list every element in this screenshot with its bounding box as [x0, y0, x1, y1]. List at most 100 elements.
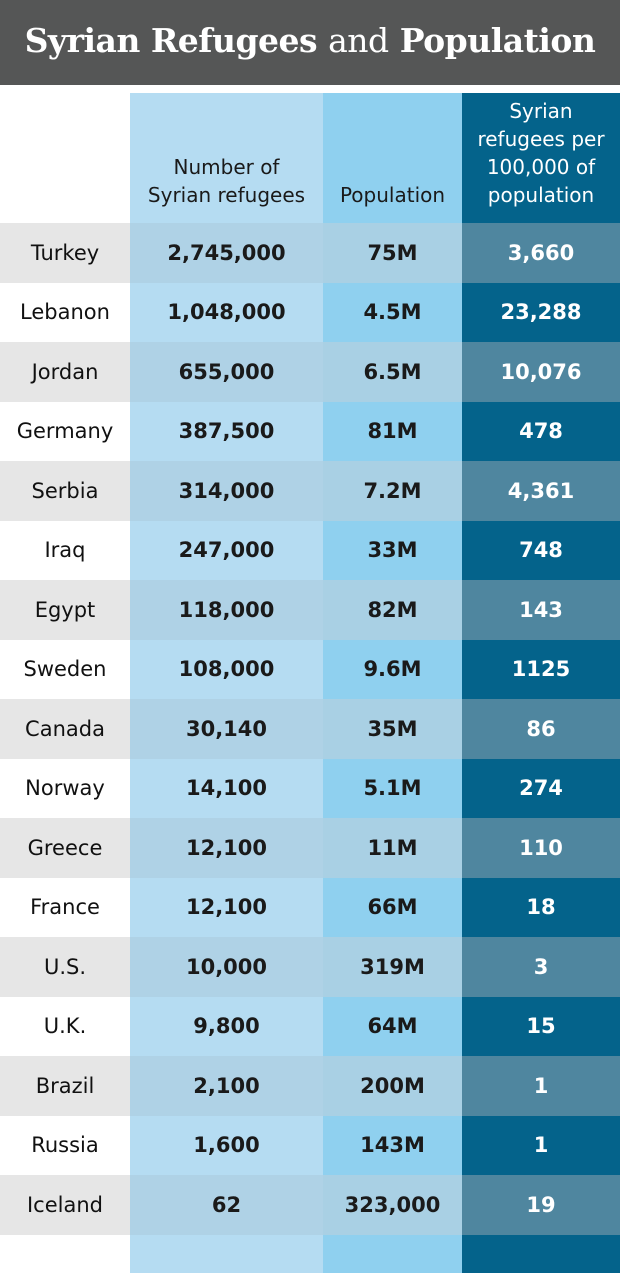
refugees-cell: 2,100	[130, 1056, 323, 1116]
header-refugees-line-1: Number of	[173, 155, 280, 179]
table-row: Germany 387,500 81M 478	[0, 401, 620, 461]
refugees-cell: 655,000	[130, 342, 323, 402]
rate-cell: 748	[462, 520, 620, 580]
rate-cell: 110	[462, 818, 620, 878]
population-cell: 319M	[323, 937, 462, 997]
header-country	[0, 93, 130, 223]
table-row: Lebanon 1,048,000 4.5M 23,288	[0, 282, 620, 342]
population-cell: 143M	[323, 1115, 462, 1175]
population-cell: 200M	[323, 1056, 462, 1116]
refugees-cell: 314,000	[130, 461, 323, 521]
table-row: Sweden 108,000 9.6M 1125	[0, 639, 620, 699]
header-rate-line-2: refugees per	[477, 127, 605, 151]
rate-cell: 19	[462, 1175, 620, 1235]
population-cell: 5.1M	[323, 758, 462, 818]
title-part-3: Population	[399, 21, 596, 60]
population-cell: 7.2M	[323, 461, 462, 521]
refugees-cell: 9,800	[130, 996, 323, 1056]
population-cell: 35M	[323, 699, 462, 759]
refugees-cell: 247,000	[130, 520, 323, 580]
rate-cell: 23,288	[462, 282, 620, 342]
refugees-cell: 1,600	[130, 1115, 323, 1175]
title-part-1: Syrian Refugees	[24, 21, 318, 60]
table-row: Serbia 314,000 7.2M 4,361	[0, 461, 620, 521]
rate-cell: 1	[462, 1056, 620, 1116]
population-cell: 11M	[323, 818, 462, 878]
population-cell: 75M	[323, 223, 462, 283]
title-bar: Syrian Refugees and Population	[0, 0, 620, 85]
population-cell: 64M	[323, 996, 462, 1056]
population-cell: 6.5M	[323, 342, 462, 402]
population-cell: 66M	[323, 877, 462, 937]
header-refugees-line-2: Syrian refugees	[147, 183, 306, 207]
population-cell: 33M	[323, 520, 462, 580]
header-rate-line-3: 100,000 of	[486, 155, 596, 179]
country-cell: Greece	[0, 818, 130, 878]
country-cell: Norway	[0, 758, 130, 818]
rate-cell: 143	[462, 580, 620, 640]
population-cell: 9.6M	[323, 639, 462, 699]
table-row: Norway 14,100 5.1M 274	[0, 758, 620, 818]
header-rate-line-1: Syrian	[509, 99, 573, 123]
rate-cell: 3	[462, 937, 620, 997]
rate-cell: 86	[462, 699, 620, 759]
country-cell: Serbia	[0, 461, 130, 521]
table-row: Turkey 2,745,000 75M 3,660	[0, 223, 620, 283]
header-rate-line-4: population	[487, 183, 595, 207]
title-part-2: and	[328, 21, 389, 60]
rate-cell: 1125	[462, 639, 620, 699]
country-cell: Sweden	[0, 639, 130, 699]
table-row: U.S. 10,000 319M 3	[0, 937, 620, 997]
refugees-cell: 12,100	[130, 877, 323, 937]
rate-cell: 4,361	[462, 461, 620, 521]
header-refugees: Number of Syrian refugees	[130, 93, 323, 223]
refugee-table: Number of Syrian refugees Population Syr…	[0, 93, 620, 1273]
rate-cell: 478	[462, 401, 620, 461]
country-cell: Canada	[0, 699, 130, 759]
population-cell: 4.5M	[323, 282, 462, 342]
country-cell: Turkey	[0, 223, 130, 283]
rate-cell: 10,076	[462, 342, 620, 402]
rate-cell: 18	[462, 877, 620, 937]
refugees-cell: 2,745,000	[130, 223, 323, 283]
table-row: Brazil 2,100 200M 1	[0, 1056, 620, 1116]
refugees-cell: 118,000	[130, 580, 323, 640]
header-population: Population	[323, 93, 462, 223]
header-rate: Syrian refugees per 100,000 of populatio…	[462, 93, 620, 223]
table-row: U.K. 9,800 64M 15	[0, 996, 620, 1056]
country-cell: Iraq	[0, 520, 130, 580]
country-cell: Germany	[0, 401, 130, 461]
table-row: France 12,100 66M 18	[0, 877, 620, 937]
country-cell: Brazil	[0, 1056, 130, 1116]
rate-cell: 3,660	[462, 223, 620, 283]
refugees-cell: 62	[130, 1175, 323, 1235]
country-cell: Jordan	[0, 342, 130, 402]
rate-cell: 15	[462, 996, 620, 1056]
country-cell: France	[0, 877, 130, 937]
refugees-cell: 387,500	[130, 401, 323, 461]
country-cell: Russia	[0, 1115, 130, 1175]
population-cell: 81M	[323, 401, 462, 461]
refugees-cell: 30,140	[130, 699, 323, 759]
refugees-cell: 1,048,000	[130, 282, 323, 342]
table-row: Iraq 247,000 33M 748	[0, 520, 620, 580]
chart-title: Syrian Refugees and Population	[25, 21, 596, 60]
population-cell: 323,000	[323, 1175, 462, 1235]
country-cell: U.K.	[0, 996, 130, 1056]
table-row: Canada 30,140 35M 86	[0, 699, 620, 759]
table-row: Iceland 62 323,000 19	[0, 1175, 620, 1235]
rate-cell: 1	[462, 1115, 620, 1175]
refugees-cell: 14,100	[130, 758, 323, 818]
table-row: Egypt 118,000 82M 143	[0, 580, 620, 640]
refugees-cell: 12,100	[130, 818, 323, 878]
table-row: Russia 1,600 143M 1	[0, 1115, 620, 1175]
table-row: Jordan 655,000 6.5M 10,076	[0, 342, 620, 402]
country-cell: Egypt	[0, 580, 130, 640]
population-cell: 82M	[323, 580, 462, 640]
country-cell: U.S.	[0, 937, 130, 997]
country-cell: Iceland	[0, 1175, 130, 1235]
country-cell: Lebanon	[0, 282, 130, 342]
table-row: Greece 12,100 11M 110	[0, 818, 620, 878]
refugees-cell: 108,000	[130, 639, 323, 699]
refugees-cell: 10,000	[130, 937, 323, 997]
